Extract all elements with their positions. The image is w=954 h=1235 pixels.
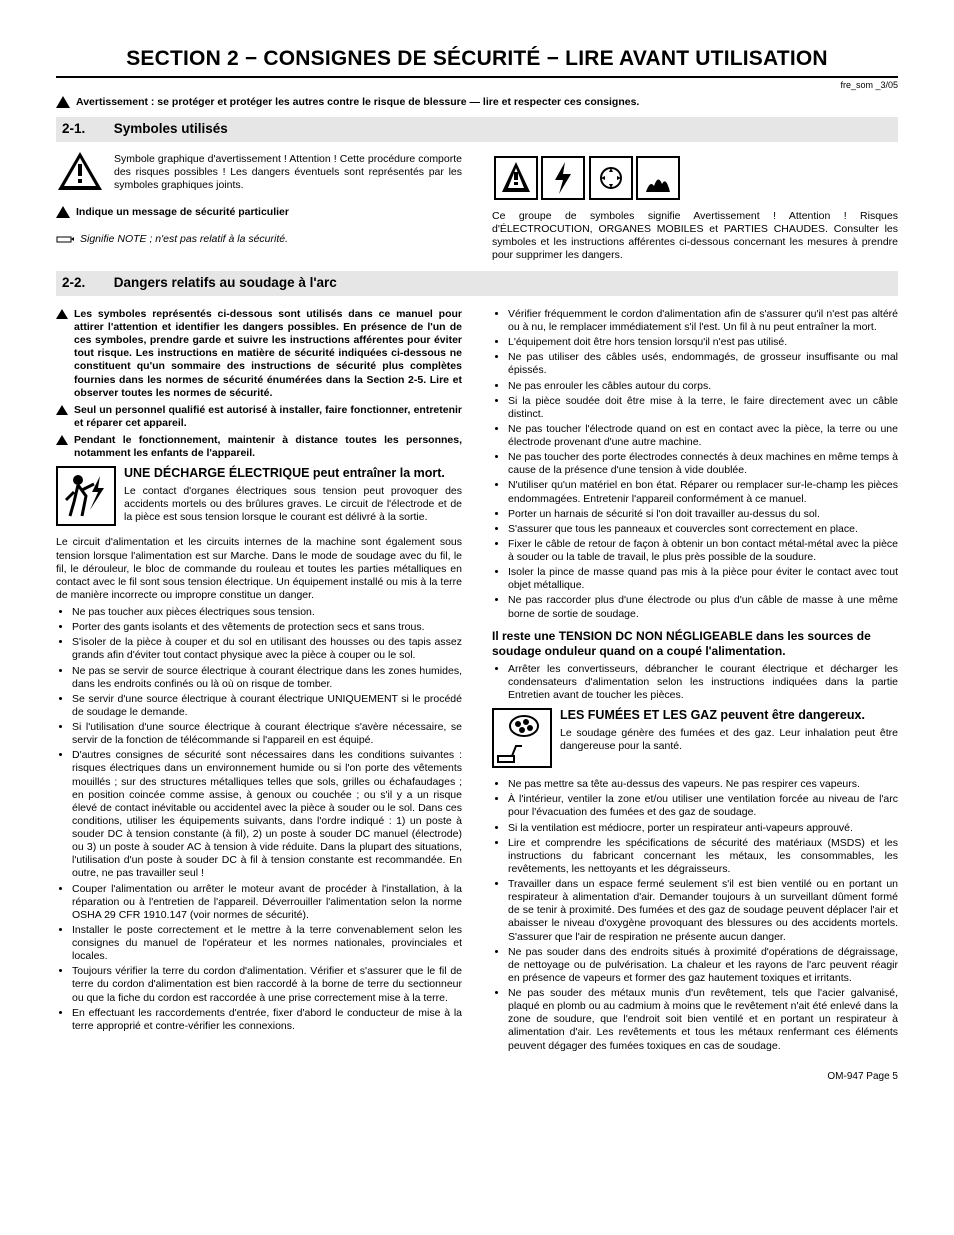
electric-shock-body-2: Le circuit d'alimentation et les circuit… <box>56 536 462 602</box>
electric-shock-icon <box>56 466 116 530</box>
warning-triangle-icon <box>56 96 70 108</box>
list-item: Ne pas toucher des porte électrodes conn… <box>508 451 898 477</box>
list-item: Si la ventilation est médiocre, porter u… <box>508 822 898 835</box>
subsection-2-2-header: 2-2. Dangers relatifs au soudage à l'arc <box>56 271 898 296</box>
top-warning-row: Avertissement : se protéger et protéger … <box>56 96 898 109</box>
list-item: S'assurer que tous les panneaux et couve… <box>508 523 898 536</box>
electric-shock-hazard: UNE DÉCHARGE ÉLECTRIQUE peut entraîner l… <box>56 466 462 530</box>
list-item: Vérifier fréquemment le cordon d'aliment… <box>508 308 898 334</box>
tri-item-text: Pendant le fonctionnement, maintenir à d… <box>74 434 462 460</box>
fumes-bullets: Ne pas mettre sa tête au-dessus des vape… <box>492 778 898 1053</box>
electric-shock-body-1: Le contact d'organes électriques sous te… <box>124 485 462 524</box>
list-item: Ne pas toucher aux pièces électriques so… <box>72 606 462 619</box>
list-item: Ne pas mettre sa tête au-dessus des vape… <box>508 778 898 791</box>
list-item: Ne pas toucher l'électrode quand on est … <box>508 423 898 449</box>
list-item: Toujours vérifier la terre du cordon d'a… <box>72 965 462 1004</box>
s22-left-col: Les symboles représentés ci-dessous sont… <box>56 304 462 1057</box>
list-item: Isoler la pince de masse quand pas mis à… <box>508 566 898 592</box>
s21-left-col: Symbole graphique d'avertissement ! Atte… <box>56 150 462 266</box>
list-item: Porter des gants isolants et des vêtemen… <box>72 621 462 634</box>
note-hand-icon <box>56 233 74 249</box>
list-item: L'équipement doit être hors tension lors… <box>508 336 898 349</box>
list-item: S'isoler de la pièce à couper et du sol … <box>72 636 462 662</box>
list-item: N'utiliser qu'un matériel en bon état. R… <box>508 479 898 505</box>
list-item: Ne pas se servir de source électrique à … <box>72 665 462 691</box>
electric-shock-title: UNE DÉCHARGE ÉLECTRIQUE peut entraîner l… <box>124 466 462 482</box>
particular-msg-label: Indique un message de sécurité particuli… <box>76 206 289 219</box>
fumes-title: LES FUMÉES ET LES GAZ peuvent être dange… <box>560 708 898 724</box>
list-item: Arrêter les convertisseurs, débrancher l… <box>508 663 898 702</box>
list-item: À l'intérieur, ventiler la zone et/ou ut… <box>508 793 898 819</box>
tri-item-text: Seul un personnel qualifié est autorisé … <box>74 404 462 430</box>
tri-item: Les symboles représentés ci-dessous sont… <box>56 308 462 400</box>
warning-triangle-icon <box>56 309 68 400</box>
symbol-group-desc: Ce groupe de symboles signifie Avertisse… <box>492 210 898 263</box>
subsection-2-2-title: Dangers relatifs au soudage à l'arc <box>114 275 337 290</box>
s22-right-col: Vérifier fréquemment le cordon d'aliment… <box>492 304 898 1057</box>
s22-columns: Les symboles représentés ci-dessous sont… <box>56 304 898 1057</box>
tri-item-text: Les symboles représentés ci-dessous sont… <box>74 308 462 400</box>
warning-triangle-icon <box>56 435 68 460</box>
dc-voltage-bullets: Arrêter les convertisseurs, débrancher l… <box>492 663 898 702</box>
s21-intro-text: Symbole graphique d'avertissement ! Atte… <box>114 153 462 192</box>
list-item: En effectuant les raccordements d'entrée… <box>72 1007 462 1033</box>
subsection-2-1-title: Symboles utilisés <box>114 121 228 136</box>
subsection-2-1-num: 2-1. <box>62 121 110 138</box>
list-item: Si l'utilisation d'une source électrique… <box>72 721 462 747</box>
list-item: D'autres consignes de sécurité sont néce… <box>72 749 462 880</box>
doc-reference: fre_som _3/05 <box>56 80 898 91</box>
list-item: Porter un harnais de sécurité si l'on do… <box>508 508 898 521</box>
list-item: Ne pas utiliser des câbles usés, endomma… <box>508 351 898 377</box>
tri-item: Seul un personnel qualifié est autorisé … <box>56 404 462 430</box>
list-item: Installer le poste correctement et le me… <box>72 924 462 963</box>
subsection-2-1-header: 2-1. Symboles utilisés <box>56 117 898 142</box>
list-item: Se servir d'une source électrique à cour… <box>72 693 462 719</box>
list-item: Couper l'alimentation ou arrêter le mote… <box>72 883 462 922</box>
s22-triangle-list: Les symboles représentés ci-dessous sont… <box>56 308 462 460</box>
list-item: Fixer le câble de retour de façon à obte… <box>508 538 898 564</box>
s21-columns: Symbole graphique d'avertissement ! Atte… <box>56 150 898 266</box>
list-item: Ne pas souder dans des endroits situés à… <box>508 946 898 985</box>
warning-triangle-icon <box>56 206 70 218</box>
s22-right-top-bullets: Vérifier fréquemment le cordon d'aliment… <box>492 308 898 621</box>
tri-item: Pendant le fonctionnement, maintenir à d… <box>56 434 462 460</box>
section-title: SECTION 2 − CONSIGNES DE SÉCURITÉ − LIRE… <box>56 46 898 78</box>
fumes-body: Le soudage génère des fumées et des gaz.… <box>560 727 898 753</box>
list-item: Ne pas enrouler les câbles autour du cor… <box>508 380 898 393</box>
subsection-2-2-num: 2-2. <box>62 275 110 292</box>
top-warning-text: Avertissement : se protéger et protéger … <box>76 96 639 109</box>
s22-left-bullets: Ne pas toucher aux pièces électriques so… <box>56 606 462 1033</box>
list-item: Si la pièce soudée doit être mise à la t… <box>508 395 898 421</box>
s21-right-col: Ce groupe de symboles signifie Avertisse… <box>492 150 898 266</box>
warning-triangle-icon <box>56 405 68 430</box>
list-item: Lire et comprendre les spécifications de… <box>508 837 898 876</box>
dc-voltage-title: Il reste une TENSION DC NON NÉGLIGEABLE … <box>492 629 898 659</box>
list-item: Ne pas raccorder plus d'une électrode ou… <box>508 594 898 620</box>
list-item: Travailler dans un espace fermé seulemen… <box>508 878 898 944</box>
note-text: Signifie NOTE ; n'est pas relatif à la s… <box>80 233 288 246</box>
large-warning-icon <box>56 150 104 196</box>
page-footer: OM-947 Page 5 <box>56 1071 898 1084</box>
list-item: Ne pas souder des métaux munis d'un revê… <box>508 987 898 1053</box>
symbol-group-illustration <box>492 150 682 206</box>
fumes-hazard: LES FUMÉES ET LES GAZ peuvent être dange… <box>492 708 898 772</box>
fumes-icon <box>492 708 552 772</box>
